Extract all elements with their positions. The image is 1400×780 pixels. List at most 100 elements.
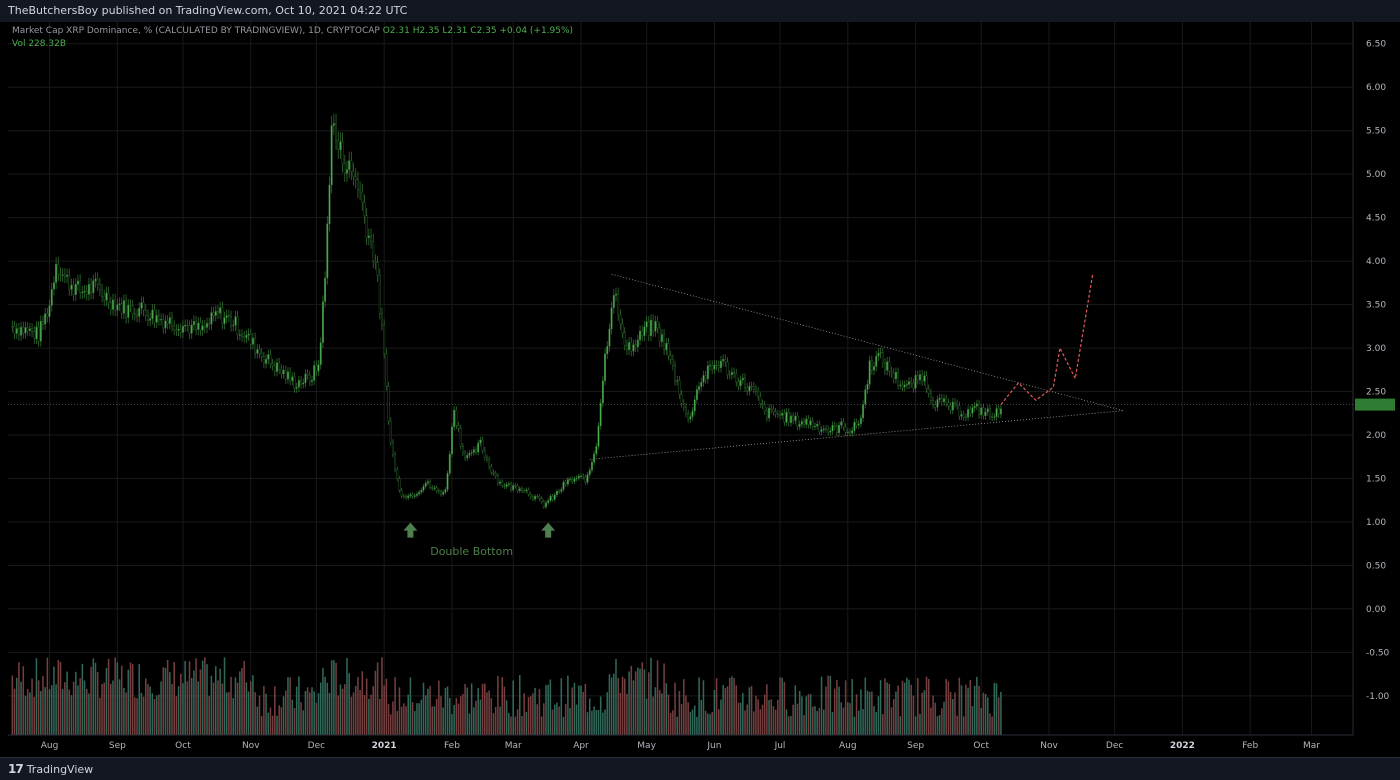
candle <box>140 302 143 309</box>
volume-bar <box>433 706 436 735</box>
volume-bar <box>219 668 221 735</box>
chart[interactable]: Double Bottom 6.50 6.00 5.50 5.00 4.50 4.00 3.… <box>8 22 1400 757</box>
candle <box>184 324 187 327</box>
candle <box>37 326 40 342</box>
time-axis[interactable]: Aug Sep Oct Nov Dec 2021 Feb Mar Apr May Jun Jul Aug… <box>8 734 1353 751</box>
candle <box>11 326 14 328</box>
candle <box>558 491 561 493</box>
candle <box>595 446 598 454</box>
volume-bar <box>389 714 392 735</box>
candle <box>717 365 720 368</box>
volume-bar <box>665 683 668 735</box>
volume-bar <box>888 683 891 735</box>
candle <box>411 494 414 497</box>
candle <box>129 305 132 307</box>
volume-bar <box>265 693 267 735</box>
candle <box>744 377 746 388</box>
volume-bar <box>547 684 549 735</box>
candle <box>879 352 882 354</box>
candle <box>754 388 757 392</box>
candle <box>201 325 204 331</box>
candle <box>258 349 261 354</box>
candle <box>42 321 44 325</box>
candle <box>636 339 639 348</box>
volume-bar <box>116 662 119 735</box>
price-axis[interactable]: 6.50 6.00 5.50 5.00 4.50 4.00 3.50 3.00 2.50 2.00… <box>8 22 1395 735</box>
volume-bar <box>90 666 92 735</box>
candle <box>98 284 101 291</box>
volume-bar <box>538 689 541 735</box>
tradingview-logo[interactable]: 17 TradingView <box>8 762 93 776</box>
candle <box>534 496 537 500</box>
candle <box>66 275 69 277</box>
volume-bar <box>160 681 162 735</box>
time-tick-label: Oct <box>175 741 191 751</box>
candle <box>383 324 386 354</box>
candle <box>945 398 948 403</box>
candle <box>593 453 596 463</box>
volume-bar <box>300 702 302 735</box>
candle <box>457 425 460 429</box>
volume-bar <box>470 683 473 735</box>
candle <box>68 275 71 290</box>
volume-bar <box>608 674 611 735</box>
candle <box>365 215 368 239</box>
volume-bar <box>140 692 143 735</box>
volume-bar <box>875 712 878 735</box>
volume-bar <box>954 692 956 735</box>
volume-bar <box>967 687 969 735</box>
volume-bar <box>59 661 62 735</box>
candle <box>628 342 631 350</box>
volume-bar <box>680 703 683 735</box>
chart-frame[interactable]: Double Bottom 6.50 6.00 5.50 5.00 4.50 4.00 3.… <box>0 22 1400 757</box>
candle <box>838 425 841 434</box>
volume-bar <box>514 716 517 735</box>
candle <box>227 315 230 317</box>
candle <box>706 365 709 380</box>
volume-bar <box>324 676 326 735</box>
candle <box>475 449 477 453</box>
volume-bar <box>921 692 923 735</box>
volume-bar <box>271 715 274 735</box>
candle <box>85 291 88 295</box>
candle <box>943 398 945 402</box>
candle <box>59 273 62 276</box>
candle <box>547 500 550 504</box>
volume-bar <box>637 667 639 735</box>
candle <box>510 483 512 491</box>
volume-bar <box>790 715 792 735</box>
volume-bar <box>177 686 180 735</box>
price-tick-label: 2.50 <box>1366 388 1386 398</box>
volume-bar <box>615 658 617 735</box>
candle <box>138 308 141 317</box>
candle <box>173 325 176 331</box>
volume-bar <box>667 694 670 735</box>
candle <box>715 364 718 367</box>
volume-bar <box>558 706 560 735</box>
volume-bar <box>61 689 64 735</box>
candle <box>348 160 351 170</box>
volume-bar <box>619 692 622 735</box>
candle <box>774 411 777 415</box>
volume-bar <box>252 675 254 735</box>
volume-bar <box>29 692 31 735</box>
volume-bar <box>761 704 764 735</box>
volume-bar <box>319 682 322 735</box>
volume-bar <box>930 707 932 735</box>
volume-bar <box>129 662 132 735</box>
candle <box>748 385 751 392</box>
candle <box>982 407 985 416</box>
candle <box>157 315 160 321</box>
volume-bar <box>455 698 458 735</box>
volume-bar <box>582 692 584 735</box>
price-tick-label: 1.50 <box>1366 474 1386 484</box>
candle <box>868 360 871 385</box>
volume-bar <box>713 690 716 735</box>
volume-bar <box>392 701 394 735</box>
candle <box>479 439 482 444</box>
candle <box>927 388 930 394</box>
volume-bar <box>873 706 875 735</box>
volume-bar <box>407 694 409 735</box>
volume-bar <box>914 716 917 735</box>
candle <box>923 375 926 382</box>
